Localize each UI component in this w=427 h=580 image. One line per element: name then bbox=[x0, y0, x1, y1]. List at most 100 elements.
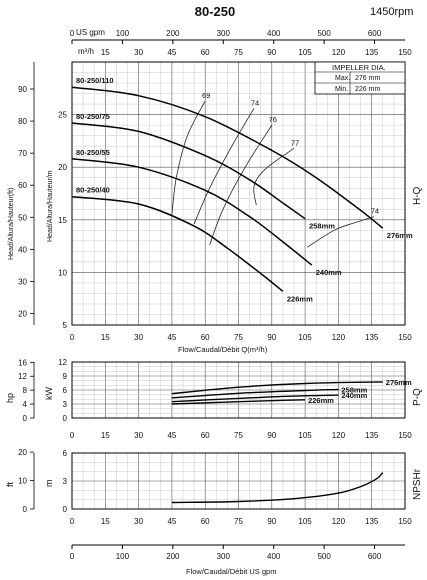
top-usgpm-tick-label: 500 bbox=[317, 29, 331, 38]
hq-ylabel-m: Head/Altura/Hauteur/m bbox=[47, 170, 54, 242]
npsh-x-tick-label: 60 bbox=[201, 517, 210, 526]
top-m3h-tick-label: 135 bbox=[365, 48, 379, 57]
hq-x-tick-label: 150 bbox=[398, 333, 412, 342]
hq-plot-frame bbox=[71, 61, 406, 326]
hq-model-label: 80-250/110 bbox=[76, 76, 114, 85]
hq-x-tick-label: 45 bbox=[167, 333, 176, 342]
pq-curve-240mm bbox=[171, 394, 339, 403]
hq-grid bbox=[71, 61, 406, 326]
npsh-y-tick-label-m: 3 bbox=[63, 477, 68, 486]
npsh-x-tick-label: 45 bbox=[167, 517, 176, 526]
hq-y-tick-label-ft: 40 bbox=[18, 245, 27, 254]
npsh-y-tick-label-m: 0 bbox=[63, 505, 68, 514]
performance-curves: 276mm258mm240mm226mm80-250/11080-250/758… bbox=[71, 76, 413, 504]
hq-x-tick-label: 0 bbox=[70, 333, 75, 342]
pq-y-tick-label-hp: 12 bbox=[18, 372, 27, 381]
pq-y-tick-label-kw: 0 bbox=[63, 414, 68, 423]
bottom-usgpm-tick-label: 500 bbox=[317, 552, 331, 561]
pq-y-tick-label-hp: 0 bbox=[23, 414, 28, 423]
efficiency-label-76: 76 bbox=[269, 115, 277, 124]
npsh-x-tick-label: 120 bbox=[332, 517, 346, 526]
bottom-usgpm-tick-label: 100 bbox=[116, 552, 130, 561]
pq-curve-label-258mm: 258mm bbox=[341, 386, 367, 395]
pq-ylabel-hp: hp bbox=[5, 393, 15, 403]
hq-y-tick-label-m: 15 bbox=[58, 216, 67, 225]
pq-side-label: P-Q bbox=[412, 388, 423, 406]
flow-xlabel: Flow/Caudal/Débit Q(m³/h) bbox=[178, 345, 268, 354]
top-usgpm-tick-label: 200 bbox=[166, 29, 180, 38]
pq-y-tick-label-hp: 4 bbox=[23, 400, 28, 409]
pq-x-tick-label: 30 bbox=[134, 431, 143, 440]
npsh-x-tick-label: 105 bbox=[298, 517, 312, 526]
hq-curve-label-276mm: 276mm bbox=[387, 231, 413, 240]
top-m3h-tick-label: 150 bbox=[398, 48, 412, 57]
hq-side-label: H-Q bbox=[412, 186, 423, 205]
npsh-x-tick-label: 75 bbox=[234, 517, 243, 526]
npsh-y-tick-label-ft: 0 bbox=[23, 505, 28, 514]
bottom-xlabel: Flow/Caudal/Débit US gpm bbox=[186, 567, 276, 576]
efficiency-contour-77 bbox=[253, 147, 295, 206]
npsh-x-tick-label: 30 bbox=[134, 517, 143, 526]
pq-x-tick-label: 0 bbox=[70, 431, 75, 440]
npsh-grid bbox=[71, 452, 406, 510]
bottom-usgpm-tick-label: 400 bbox=[267, 552, 281, 561]
hq-curve-240mm bbox=[71, 158, 313, 266]
efficiency-label-69: 69 bbox=[202, 91, 210, 100]
hq-ylabel-ft: Head/Altura/Hauteur(ft) bbox=[8, 188, 15, 260]
pq-x-tick-label: 135 bbox=[365, 431, 379, 440]
pq-y-tick-label-kw: 6 bbox=[63, 386, 68, 395]
hq-x-tick-label: 30 bbox=[134, 333, 143, 342]
hq-y-tick-label-m: 5 bbox=[63, 321, 68, 330]
efficiency-contour-74 bbox=[307, 216, 375, 248]
hq-y-tick-label-ft: 90 bbox=[18, 85, 27, 94]
pq-plot-frame bbox=[71, 361, 406, 419]
hq-x-tick-label: 90 bbox=[267, 333, 276, 342]
hq-x-tick-label: 120 bbox=[332, 333, 346, 342]
pq-y-tick-label-kw: 3 bbox=[63, 400, 68, 409]
pq-curve-label-240mm: 240mm bbox=[341, 391, 367, 400]
hq-y-tick-label-ft: 60 bbox=[18, 181, 27, 190]
impeller-min-label: Min. bbox=[335, 86, 348, 93]
top-m3h-tick-label: 15 bbox=[101, 48, 110, 57]
hq-curve-label-258mm: 258mm bbox=[309, 222, 335, 231]
top-unit-m3h: m³/h bbox=[78, 47, 94, 56]
hq-curve-226mm bbox=[71, 195, 284, 292]
npsh-side-label: NPSHr bbox=[412, 468, 423, 500]
hq-model-label: 80-250/75 bbox=[76, 112, 110, 121]
pq-y-tick-label-hp: 16 bbox=[18, 358, 27, 367]
top-m3h-tick-label: 60 bbox=[201, 48, 210, 57]
npsh-x-tick-label: 0 bbox=[70, 517, 75, 526]
npsh-x-tick-label: 90 bbox=[267, 517, 276, 526]
efficiency-contour-69 bbox=[171, 100, 206, 215]
hq-curve-label-240mm: 240mm bbox=[316, 268, 342, 277]
pq-x-tick-label: 15 bbox=[101, 431, 110, 440]
top-m3h-tick-label: 105 bbox=[298, 48, 312, 57]
npsh-y-tick-label-m: 6 bbox=[63, 449, 68, 458]
pq-y-tick-label-hp: 8 bbox=[23, 386, 28, 395]
hq-x-tick-label: 15 bbox=[101, 333, 110, 342]
top-unit-usgpm: US gpm bbox=[76, 28, 105, 37]
hq-y-tick-label-ft: 20 bbox=[18, 309, 27, 318]
bottom-usgpm-tick-label: 300 bbox=[217, 552, 231, 561]
speed-label: 1450rpm bbox=[370, 6, 414, 18]
efficiency-label-74: 74 bbox=[251, 98, 259, 107]
impeller-dia-box: IMPELLER DIA. Max. 276 mm Min. 226 mm bbox=[314, 61, 406, 95]
pq-x-tick-label: 90 bbox=[267, 431, 276, 440]
hq-y-tick-label-m: 25 bbox=[58, 111, 67, 120]
efficiency-contour-76 bbox=[209, 124, 273, 246]
hq-y-tick-label-m: 10 bbox=[58, 268, 67, 277]
pq-y-tick-label-kw: 12 bbox=[58, 358, 67, 367]
bottom-usgpm-tick-label: 200 bbox=[166, 552, 180, 561]
pq-x-tick-label: 45 bbox=[167, 431, 176, 440]
bottom-usgpm-tick-label: 600 bbox=[368, 552, 382, 561]
pq-curve-258mm bbox=[171, 388, 339, 399]
hq-y-tick-label-m: 20 bbox=[58, 163, 67, 172]
pq-curve-226mm bbox=[171, 399, 306, 405]
npsh-y-tick-label-ft: 20 bbox=[18, 448, 27, 457]
impeller-box-title: IMPELLER DIA. bbox=[332, 63, 386, 72]
impeller-max-label: Max. bbox=[335, 75, 350, 82]
hq-y-tick-label-ft: 50 bbox=[18, 213, 27, 222]
npsh-x-tick-label: 150 bbox=[398, 517, 412, 526]
top-usgpm-tick-label: 100 bbox=[116, 29, 130, 38]
